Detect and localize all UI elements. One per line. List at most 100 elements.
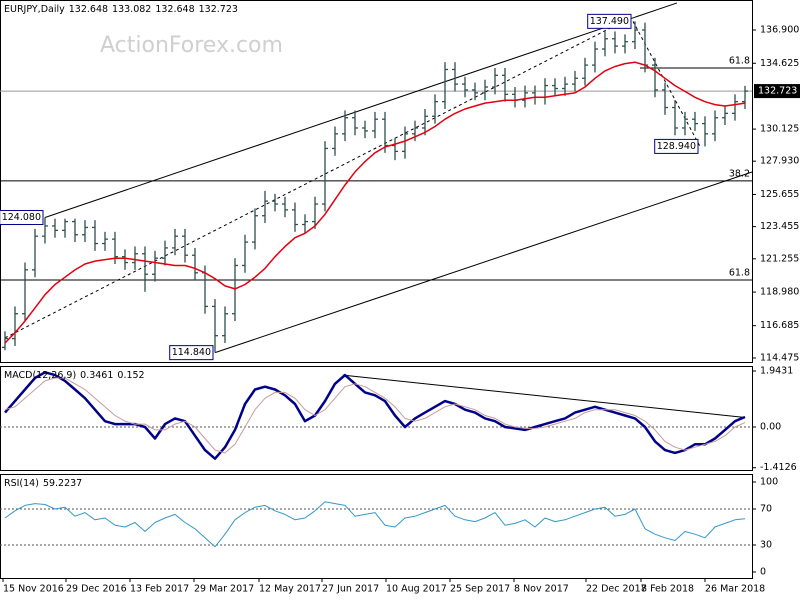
- y-tick-label: 1.9431: [760, 366, 793, 377]
- ohlc-bar: [632, 21, 638, 49]
- x-tick-label: 8 Feb 2018: [641, 584, 694, 595]
- ohlc-bar: [292, 202, 298, 232]
- ohlc-bar: [472, 82, 478, 101]
- ohlc-bar: [732, 94, 738, 121]
- ohlc-bar: [12, 306, 18, 346]
- header-value: 133.082: [112, 4, 151, 15]
- ohlc-bar: [412, 120, 418, 142]
- ohlc-bar: [742, 85, 748, 109]
- ohlc-bar: [152, 250, 158, 282]
- ohlc-bar: [272, 193, 278, 212]
- ohlc-bar: [52, 218, 58, 238]
- ohlc-bar: [432, 94, 438, 124]
- series-line: [4, 501, 746, 548]
- y-tick-label: 100: [760, 477, 778, 488]
- y-tick-label: 121.255: [760, 253, 799, 264]
- panel-header: RSI(14) 59.2237: [4, 478, 82, 489]
- series-line: [4, 61, 746, 344]
- header-value: 132.648: [155, 4, 194, 15]
- y-tick-label: 70: [760, 503, 772, 514]
- ohlc-bar: [452, 62, 458, 92]
- ohlc-bar: [562, 76, 568, 96]
- x-tick-label: 27 Jun 2017: [322, 584, 379, 595]
- ohlc-bar: [302, 214, 308, 234]
- ohlc-bar: [462, 76, 468, 98]
- ohlc-bar: [212, 299, 218, 353]
- panel-frame: [0, 0, 753, 363]
- price-label-box: [587, 13, 632, 29]
- ohlc-bar: [492, 68, 498, 95]
- ohlc-bar: [652, 57, 658, 98]
- price-label: 137.490: [590, 16, 629, 27]
- panel-title: EURJPY,Daily: [4, 4, 65, 15]
- ohlc-bar: [682, 111, 688, 136]
- ohlc-bar: [442, 62, 448, 109]
- y-tick-label: 0: [760, 566, 766, 577]
- panel-header: MACD(12,26,9) 0.3461 0.152: [4, 370, 145, 381]
- header-value: 59.2237: [43, 478, 82, 489]
- ohlc-bar: [692, 111, 698, 131]
- ohlc-bar: [92, 220, 98, 251]
- ohlc-bar: [32, 228, 38, 278]
- ohlc-bar: [592, 41, 598, 73]
- ohlc-bar: [222, 306, 228, 343]
- x-tick-label: 8 Nov 2017: [514, 584, 569, 595]
- ohlc-bar: [282, 196, 288, 218]
- fib-label: 61.8: [729, 267, 750, 278]
- y-tick-label: -1.4126: [760, 462, 797, 473]
- y-tick-label: 125.655: [760, 189, 799, 200]
- ohlc-bar: [402, 126, 408, 159]
- y-tick-label: 114.475: [760, 352, 799, 363]
- x-tick-label: 29 Dec 2016: [66, 584, 127, 595]
- ohlc-bar: [702, 116, 708, 147]
- ohlc-bar: [712, 110, 718, 142]
- ohlc-bar: [582, 57, 588, 86]
- ohlc-bar: [322, 141, 328, 212]
- ohlc-bar: [612, 31, 618, 54]
- panel-title: RSI(14): [4, 478, 39, 489]
- panel-frame: [0, 366, 753, 471]
- x-tick-label: 25 Sep 2017: [450, 584, 510, 595]
- y-tick-label: 130.125: [760, 124, 799, 135]
- y-tick-label: 123.455: [760, 221, 799, 232]
- y-tick-label: 0.00: [760, 422, 781, 433]
- y-tick-label: 136.900: [760, 24, 799, 35]
- header-value: 0.3461: [80, 370, 113, 381]
- y-tick-label: 116.685: [760, 320, 799, 331]
- watermark: ActionForex.com: [100, 33, 283, 58]
- x-tick-label: 10 Aug 2017: [386, 584, 447, 595]
- ohlc-bar: [332, 126, 338, 156]
- ohlc-bar: [602, 31, 608, 57]
- panel-header: EURJPY,Daily 132.648 133.082 132.648 132.723: [4, 4, 238, 15]
- x-tick-label: 13 Feb 2017: [130, 584, 189, 595]
- ohlc-bar: [182, 228, 188, 263]
- price-label: 128.940: [657, 141, 696, 152]
- header-value: 0.152: [117, 370, 144, 381]
- ohlc-bar: [252, 208, 258, 250]
- ohlc-bar: [22, 262, 28, 322]
- ohlc-bar: [362, 120, 368, 139]
- fib-label: 61.8: [729, 56, 750, 67]
- ohlc-bar: [482, 79, 488, 101]
- last-price-box: [754, 84, 800, 99]
- ohlc-bar: [422, 108, 428, 136]
- price-label-box: [654, 138, 699, 154]
- ohlc-bar: [162, 240, 168, 266]
- price-label: 124.080: [2, 212, 41, 223]
- ohlc-bar: [2, 331, 8, 351]
- ohlc-bar: [262, 190, 268, 224]
- ohlc-bar: [142, 246, 148, 292]
- ohlc-bar: [242, 234, 248, 273]
- trendline: [342, 374, 746, 418]
- fib-label: 38.2: [729, 168, 750, 179]
- x-tick-label: 15 Nov 2016: [3, 584, 64, 595]
- ohlc-bar: [522, 85, 528, 108]
- y-tick-label: 134.625: [760, 58, 799, 69]
- ohlc-bar: [672, 100, 678, 136]
- price-label-box: [0, 209, 44, 225]
- ohlc-bar: [312, 196, 318, 229]
- ohlc-bar: [572, 70, 578, 92]
- ohlc-bar: [82, 220, 88, 243]
- price-label-box: [169, 345, 214, 361]
